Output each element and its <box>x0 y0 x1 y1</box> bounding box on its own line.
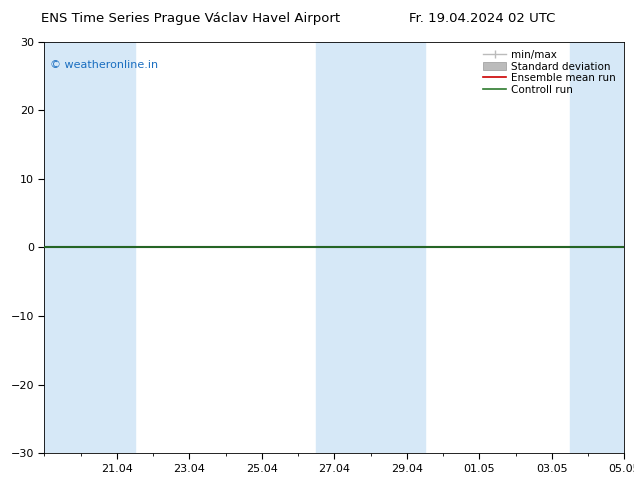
Bar <box>570 42 624 453</box>
Text: ENS Time Series Prague Václav Havel Airport: ENS Time Series Prague Václav Havel Airp… <box>41 12 340 25</box>
Text: Fr. 19.04.2024 02 UTC: Fr. 19.04.2024 02 UTC <box>409 12 555 25</box>
Legend: min/max, Standard deviation, Ensemble mean run, Controll run: min/max, Standard deviation, Ensemble me… <box>480 47 619 98</box>
Bar <box>316 42 425 453</box>
Bar <box>44 42 135 453</box>
Text: © weatheronline.in: © weatheronline.in <box>50 60 158 70</box>
